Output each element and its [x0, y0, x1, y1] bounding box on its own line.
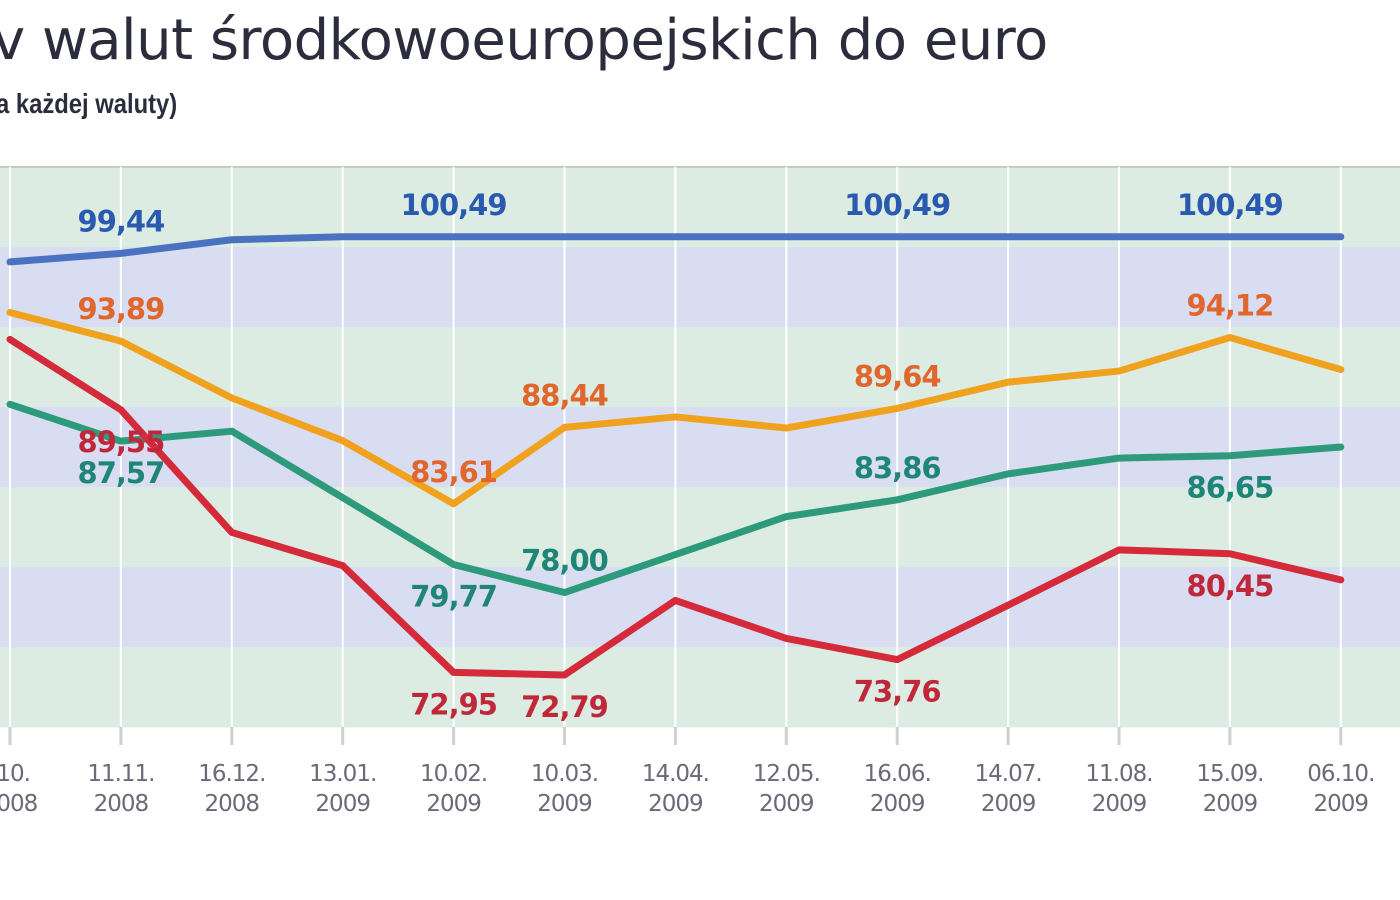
x-tick-label-year: 2009: [426, 791, 481, 817]
x-tick-label-year: 2009: [1092, 791, 1147, 817]
x-tick-label-year: 2009: [1203, 791, 1258, 817]
x-tick-label-year: 2009: [315, 791, 370, 817]
data-label: 72,95: [410, 687, 497, 721]
data-label: 87,57: [78, 456, 165, 490]
x-tick-label-day: 16.12.: [198, 761, 265, 787]
data-label: 89,55: [78, 425, 165, 459]
data-label: 72,79: [521, 690, 608, 724]
x-tick-label-day: 10.03.: [531, 761, 598, 787]
grid-band: [0, 247, 1400, 328]
x-tick-label-day: 11.11.: [87, 761, 154, 787]
x-tick-label-day: 14.04.: [642, 761, 709, 787]
x-tick-label-year: 2009: [981, 791, 1036, 817]
x-tick-label-year: 2009: [648, 791, 703, 817]
x-tick-label-day: 12.05.: [753, 761, 820, 787]
data-label: 89,64: [854, 359, 941, 393]
x-tick-label-day: 15.09.: [1196, 761, 1263, 787]
data-label: 93,89: [78, 292, 165, 326]
data-label: 100,49: [1177, 188, 1283, 222]
data-label: 99,44: [78, 204, 165, 238]
data-label: 79,77: [410, 580, 497, 614]
grid-band: [0, 647, 1400, 728]
data-label: 78,00: [521, 544, 608, 578]
x-tick-label-year: 2009: [537, 791, 592, 817]
data-label: 73,76: [854, 675, 941, 709]
x-tick-label-day: 16.06.: [864, 761, 931, 787]
x-tick-label-year: 2009: [759, 791, 814, 817]
x-tick-label-year: 2008: [205, 791, 260, 817]
data-label: 94,12: [1187, 289, 1274, 323]
x-tick-label-year: 2008: [94, 791, 149, 817]
chart-subtitle: a każdej waluty): [0, 88, 178, 119]
x-tick-label-day: .10.: [0, 761, 30, 787]
data-label: 80,45: [1187, 569, 1274, 603]
grid-band: [0, 327, 1400, 408]
x-tick-label-day: 11.08.: [1085, 761, 1152, 787]
data-label: 83,86: [854, 451, 941, 485]
x-tick-label-day: 13.01.: [309, 761, 376, 787]
data-label: 88,44: [521, 378, 608, 412]
x-tick-label-day: 14.07.: [975, 761, 1042, 787]
data-label: 86,65: [1187, 471, 1274, 505]
x-tick-label-year: 2009: [870, 791, 925, 817]
x-tick-label-day: 06.10.: [1307, 761, 1374, 787]
chart-title: v walut środkowoeuropejskich do euro: [0, 8, 1048, 73]
data-label: 100,49: [401, 188, 507, 222]
x-tick-label-day: 10.02.: [420, 761, 487, 787]
data-label: 83,61: [410, 455, 497, 489]
x-tick-label-year: 2008: [0, 791, 38, 817]
x-tick-label-year: 2009: [1314, 791, 1369, 817]
data-label: 100,49: [844, 188, 950, 222]
